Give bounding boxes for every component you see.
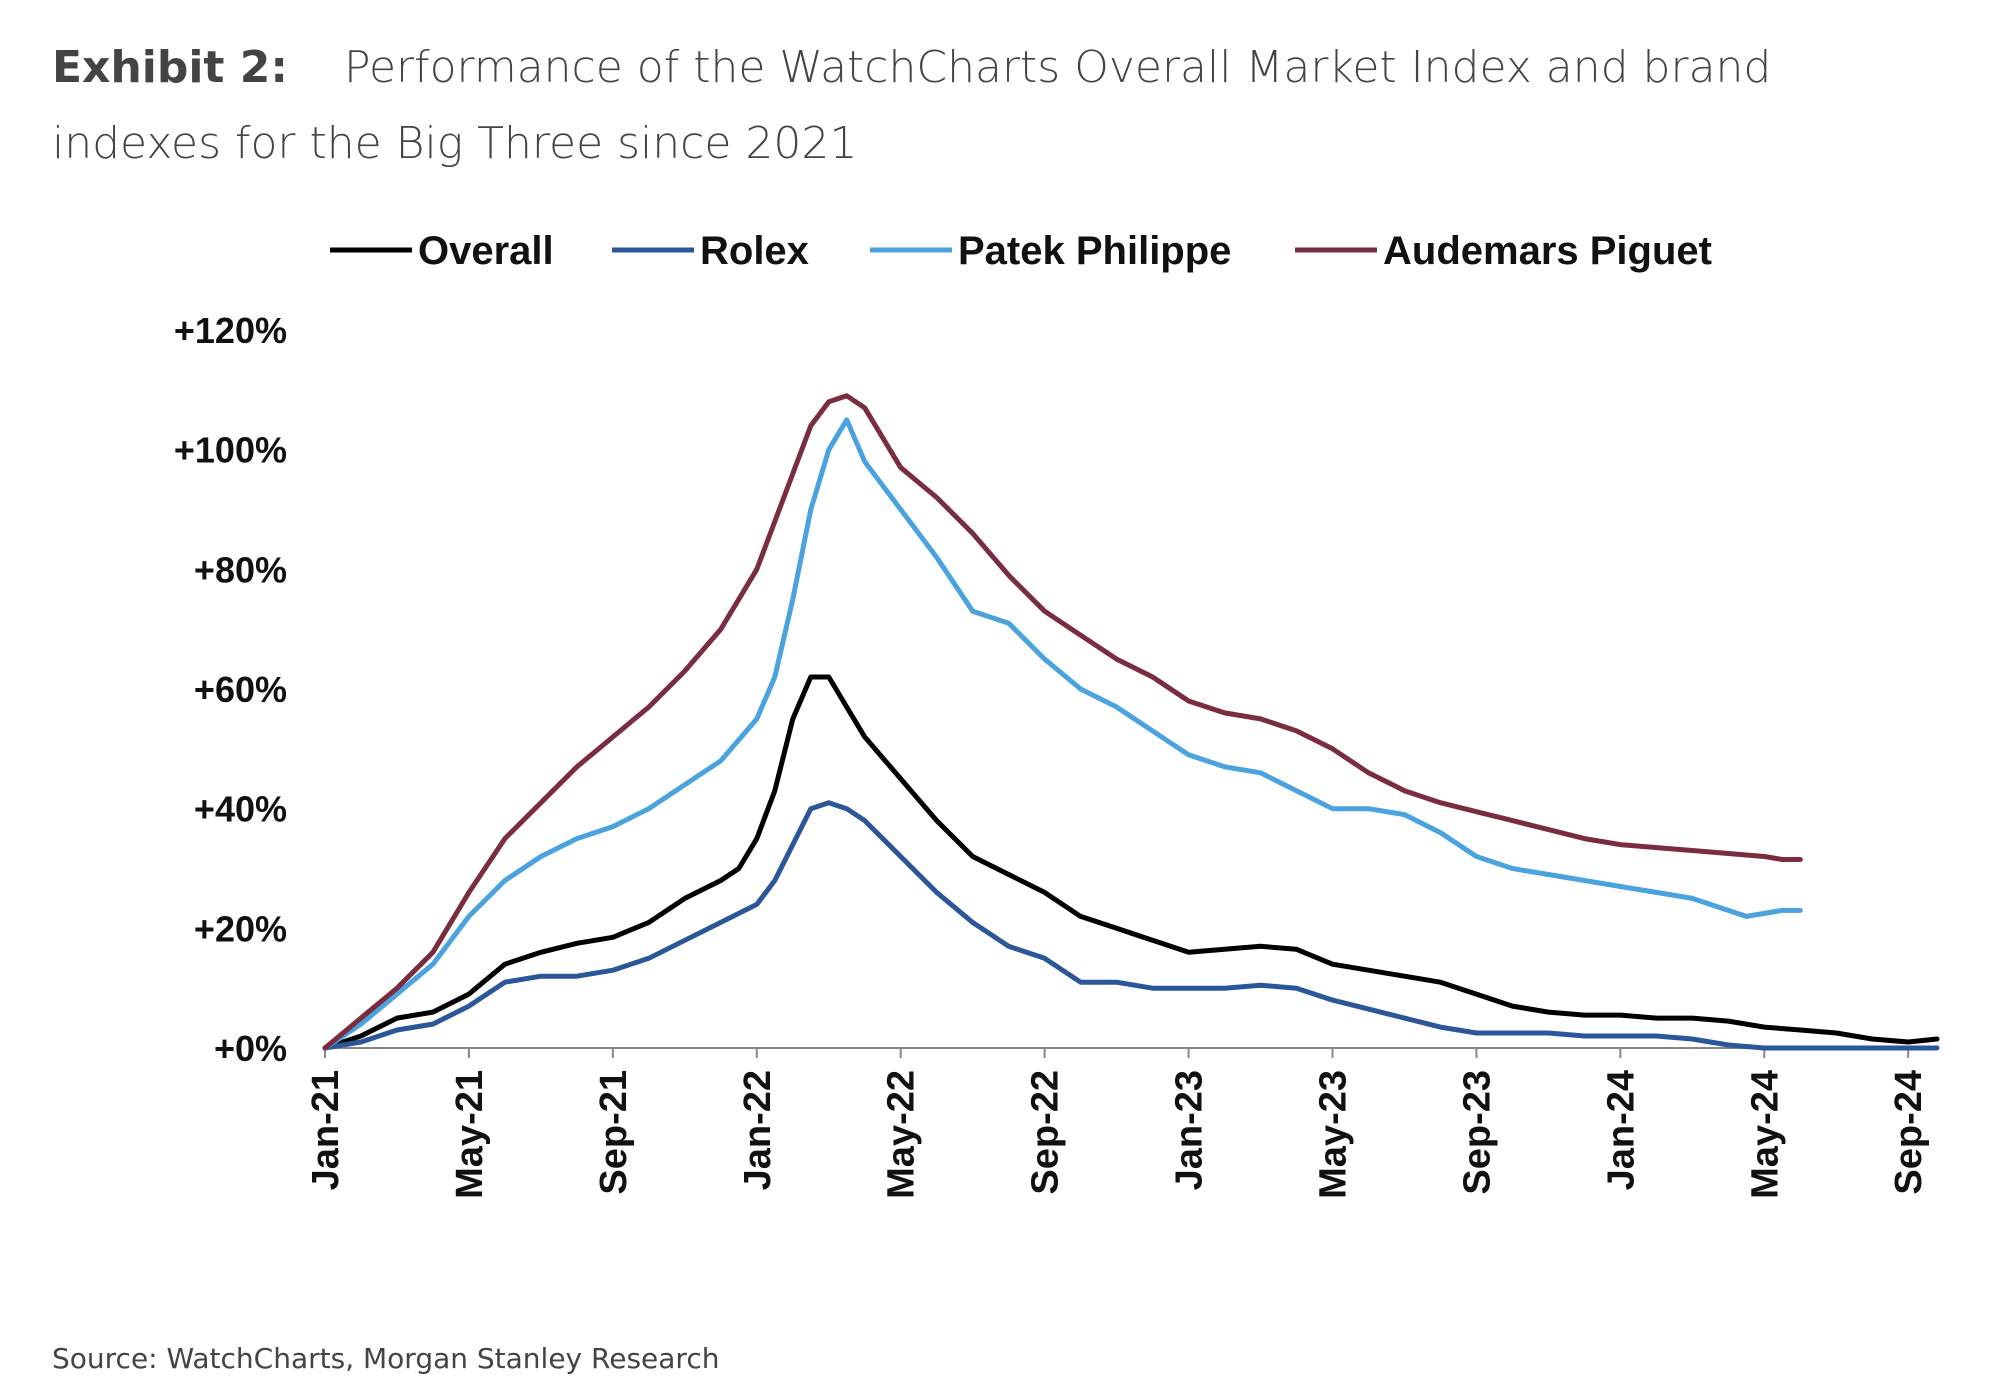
series-line-rolex	[322, 800, 1940, 1051]
legend-label: Rolex	[700, 229, 809, 273]
x-tick-label: Jan-23	[1169, 1070, 1211, 1190]
x-axis: Jan-21 May-21 Sep-21 Jan-22 May-22 Sep-22 Jan-…	[305, 1047, 1937, 1199]
chart-header: Exhibit 2: Performance of the WatchCharts…	[52, 30, 1952, 182]
legend-item-rolex: Rolex	[612, 229, 809, 273]
x-tick-label: May-24	[1744, 1070, 1786, 1199]
x-tick-label: Sep-24	[1888, 1070, 1930, 1195]
legend-label: Patek Philippe	[958, 229, 1231, 273]
legend-item-patek-philippe: Patek Philippe	[870, 229, 1231, 273]
legend-label: Audemars Piguet	[1383, 229, 1712, 273]
x-tick-label: Sep-22	[1025, 1070, 1067, 1195]
series-line-patek-philippe	[322, 417, 1803, 1051]
legend-item-overall: Overall	[330, 229, 554, 273]
x-tick-label: May-21	[449, 1070, 491, 1199]
x-tick-label: May-23	[1313, 1070, 1355, 1199]
x-tick-label: Jan-21	[305, 1070, 347, 1190]
chart-title: Performance of the WatchCharts Overall M…	[52, 42, 1772, 169]
y-tick-label: +40%	[194, 789, 287, 830]
y-tick-label: +120%	[174, 310, 287, 351]
plot-area	[322, 393, 1940, 1051]
x-tick-label: May-22	[881, 1070, 923, 1199]
y-axis: +0% +20% +40% +60% +80% +100% +120%	[174, 310, 287, 1069]
legend: Overall Rolex Patek Philippe Audemars Pigue…	[330, 229, 1712, 273]
x-tick-label: Jan-24	[1600, 1070, 1642, 1190]
exhibit-label: Exhibit 2:	[52, 42, 288, 93]
source-note: Source: WatchCharts, Morgan Stanley Rese…	[52, 1342, 720, 1375]
y-tick-label: +0%	[214, 1028, 287, 1069]
y-tick-label: +60%	[194, 669, 287, 710]
x-tick-label: Sep-21	[593, 1070, 635, 1195]
y-tick-label: +20%	[194, 908, 287, 949]
legend-item-audemars-piguet: Audemars Piguet	[1295, 229, 1712, 273]
x-tick-label: Sep-23	[1456, 1070, 1498, 1195]
y-tick-label: +80%	[194, 549, 287, 590]
x-tick-label: Jan-22	[737, 1070, 779, 1190]
series-line-audemars-piguet	[322, 393, 1803, 1051]
legend-label: Overall	[418, 229, 554, 273]
y-tick-label: +100%	[174, 430, 287, 471]
series-line-overall	[322, 674, 1940, 1051]
